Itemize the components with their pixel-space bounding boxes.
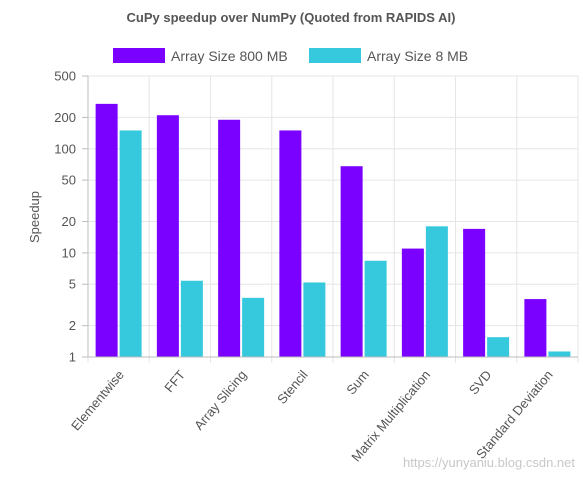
y-tick-label: 5 <box>69 277 76 292</box>
bar-1-6[interactable] <box>487 337 510 357</box>
legend: Array Size 800 MB Array Size 8 MB <box>113 48 468 64</box>
bar-1-4[interactable] <box>364 260 387 357</box>
legend-label-0[interactable]: Array Size 800 MB <box>171 48 288 64</box>
chart-title: CuPy speedup over NumPy (Quoted from RAP… <box>127 10 456 25</box>
legend-label-1[interactable]: Array Size 8 MB <box>367 48 468 64</box>
y-axis-title: Speedup <box>27 191 42 243</box>
x-category-label: Stencil <box>274 367 311 407</box>
x-category-label: Elementwise <box>68 367 127 433</box>
bar-0-5[interactable] <box>401 248 424 357</box>
legend-swatch-0[interactable] <box>113 48 165 63</box>
x-category-label: SVD <box>466 367 495 397</box>
x-category-label: FFT <box>161 367 188 395</box>
x-axis-categories: Elementwise FFT Array Slicing Stencil SumMat… <box>68 367 556 464</box>
bar-0-6[interactable] <box>463 228 486 357</box>
x-category-label: Sum <box>343 367 372 397</box>
bar-1-1[interactable] <box>180 280 203 357</box>
y-tick-label: 50 <box>62 173 76 188</box>
bar-1-5[interactable] <box>425 226 448 357</box>
y-tick-label: 200 <box>54 110 76 125</box>
bar-0-4[interactable] <box>340 166 363 357</box>
bars <box>95 103 571 357</box>
bar-0-3[interactable] <box>279 130 302 357</box>
y-tick-label: 20 <box>62 214 76 229</box>
bar-0-0[interactable] <box>95 103 118 357</box>
bar-0-1[interactable] <box>156 115 179 357</box>
y-tick-label: 2 <box>69 318 76 333</box>
y-tick-label: 10 <box>62 245 76 260</box>
bar-0-7[interactable] <box>524 299 547 357</box>
y-tick-label: 500 <box>54 69 76 84</box>
bar-1-2[interactable] <box>242 297 265 357</box>
bar-1-7[interactable] <box>548 351 571 357</box>
bar-1-3[interactable] <box>303 282 326 357</box>
y-axis-ticks: 1 2 5 10 20 50 100 200 500 <box>54 69 88 365</box>
watermark: https://yunyaniu.blog.csdn.net <box>403 455 575 470</box>
bar-0-2[interactable] <box>218 119 241 357</box>
legend-swatch-1[interactable] <box>309 48 361 63</box>
bar-1-0[interactable] <box>119 130 142 357</box>
y-tick-label: 1 <box>69 350 76 365</box>
x-category-label: Array Slicing <box>191 367 249 433</box>
y-tick-label: 100 <box>54 141 76 156</box>
